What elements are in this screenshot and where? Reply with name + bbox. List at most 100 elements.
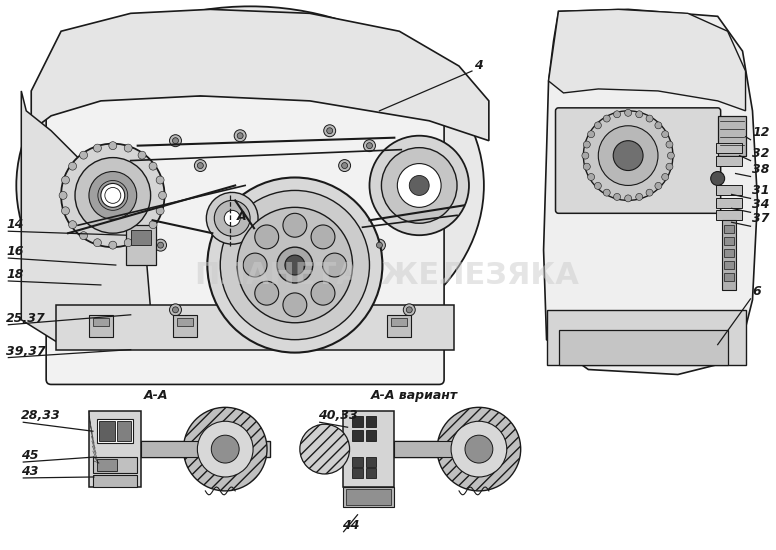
Circle shape — [451, 421, 507, 477]
Circle shape — [68, 221, 77, 229]
Circle shape — [646, 189, 653, 196]
Circle shape — [327, 128, 333, 134]
Text: 34: 34 — [753, 199, 770, 211]
Text: A-A вариант: A-A вариант — [371, 389, 458, 403]
Circle shape — [584, 163, 591, 170]
Bar — [365, 468, 376, 478]
Circle shape — [206, 192, 258, 244]
Bar — [178, 318, 193, 326]
Circle shape — [158, 191, 167, 200]
Circle shape — [614, 194, 621, 200]
Circle shape — [172, 138, 178, 144]
Bar — [343, 487, 394, 507]
Text: 31: 31 — [753, 184, 770, 197]
Circle shape — [711, 172, 725, 185]
Circle shape — [667, 152, 674, 159]
Circle shape — [407, 307, 412, 313]
Circle shape — [61, 207, 70, 215]
Circle shape — [594, 122, 601, 129]
Bar — [93, 457, 137, 473]
Text: A: A — [237, 210, 247, 223]
Bar — [352, 430, 362, 441]
Circle shape — [124, 144, 132, 152]
Circle shape — [195, 160, 206, 172]
Circle shape — [149, 221, 157, 229]
Circle shape — [323, 253, 347, 277]
Bar — [56, 305, 454, 350]
Circle shape — [369, 136, 469, 235]
Circle shape — [598, 126, 658, 185]
Circle shape — [89, 172, 137, 219]
Circle shape — [613, 141, 643, 170]
Circle shape — [603, 115, 610, 122]
Circle shape — [409, 175, 429, 195]
Circle shape — [149, 162, 157, 170]
Circle shape — [75, 158, 151, 233]
Bar — [387, 315, 411, 337]
Circle shape — [211, 435, 239, 463]
Text: 6: 6 — [753, 285, 761, 298]
Circle shape — [300, 424, 349, 474]
Bar — [718, 116, 746, 156]
Circle shape — [584, 111, 673, 200]
Circle shape — [662, 131, 669, 138]
Polygon shape — [31, 9, 489, 141]
Circle shape — [397, 163, 441, 207]
Circle shape — [614, 111, 621, 118]
Circle shape — [93, 144, 102, 152]
Circle shape — [655, 183, 662, 189]
Text: ПЛАНЕТА  ЖЕЛЕЗЯКА: ПЛАНЕТА ЖЕЛЕЗЯКА — [196, 261, 580, 289]
Circle shape — [582, 152, 589, 159]
Bar — [93, 318, 109, 326]
Text: 12: 12 — [753, 126, 770, 139]
Circle shape — [224, 210, 240, 226]
Text: 39,37: 39,37 — [6, 345, 46, 358]
Bar — [117, 421, 130, 441]
Bar — [89, 411, 140, 487]
Text: 44: 44 — [341, 519, 359, 532]
Bar — [97, 419, 133, 443]
Circle shape — [341, 163, 348, 168]
Bar — [722, 221, 736, 290]
Bar — [715, 185, 742, 195]
Bar — [345, 489, 391, 505]
Circle shape — [363, 140, 376, 152]
Text: 16: 16 — [6, 245, 24, 258]
Circle shape — [59, 191, 67, 200]
Circle shape — [625, 109, 632, 116]
Ellipse shape — [16, 7, 484, 365]
Circle shape — [437, 408, 521, 491]
Text: 40,33: 40,33 — [317, 409, 358, 422]
Bar — [283, 315, 307, 337]
Circle shape — [311, 281, 335, 305]
Circle shape — [255, 281, 279, 305]
Circle shape — [666, 141, 673, 148]
Circle shape — [243, 253, 267, 277]
Circle shape — [172, 307, 178, 313]
Circle shape — [587, 131, 594, 138]
Bar — [559, 329, 728, 365]
Bar — [546, 310, 746, 365]
Bar — [97, 459, 117, 471]
Circle shape — [68, 162, 77, 170]
Circle shape — [197, 163, 203, 168]
Circle shape — [109, 142, 117, 150]
Bar — [715, 210, 742, 221]
Circle shape — [338, 160, 351, 172]
Circle shape — [169, 304, 182, 316]
Text: 43: 43 — [21, 465, 39, 478]
Polygon shape — [21, 91, 151, 350]
Circle shape — [311, 225, 335, 249]
Bar — [352, 416, 362, 427]
Bar — [724, 249, 733, 257]
Text: A-A: A-A — [144, 389, 168, 403]
Circle shape — [214, 200, 250, 236]
Bar — [724, 237, 733, 245]
Circle shape — [156, 207, 164, 215]
Text: 38: 38 — [753, 162, 770, 175]
Bar — [365, 430, 376, 441]
Circle shape — [183, 408, 267, 491]
Circle shape — [465, 435, 493, 463]
Text: 37: 37 — [753, 212, 770, 226]
Circle shape — [158, 242, 164, 248]
